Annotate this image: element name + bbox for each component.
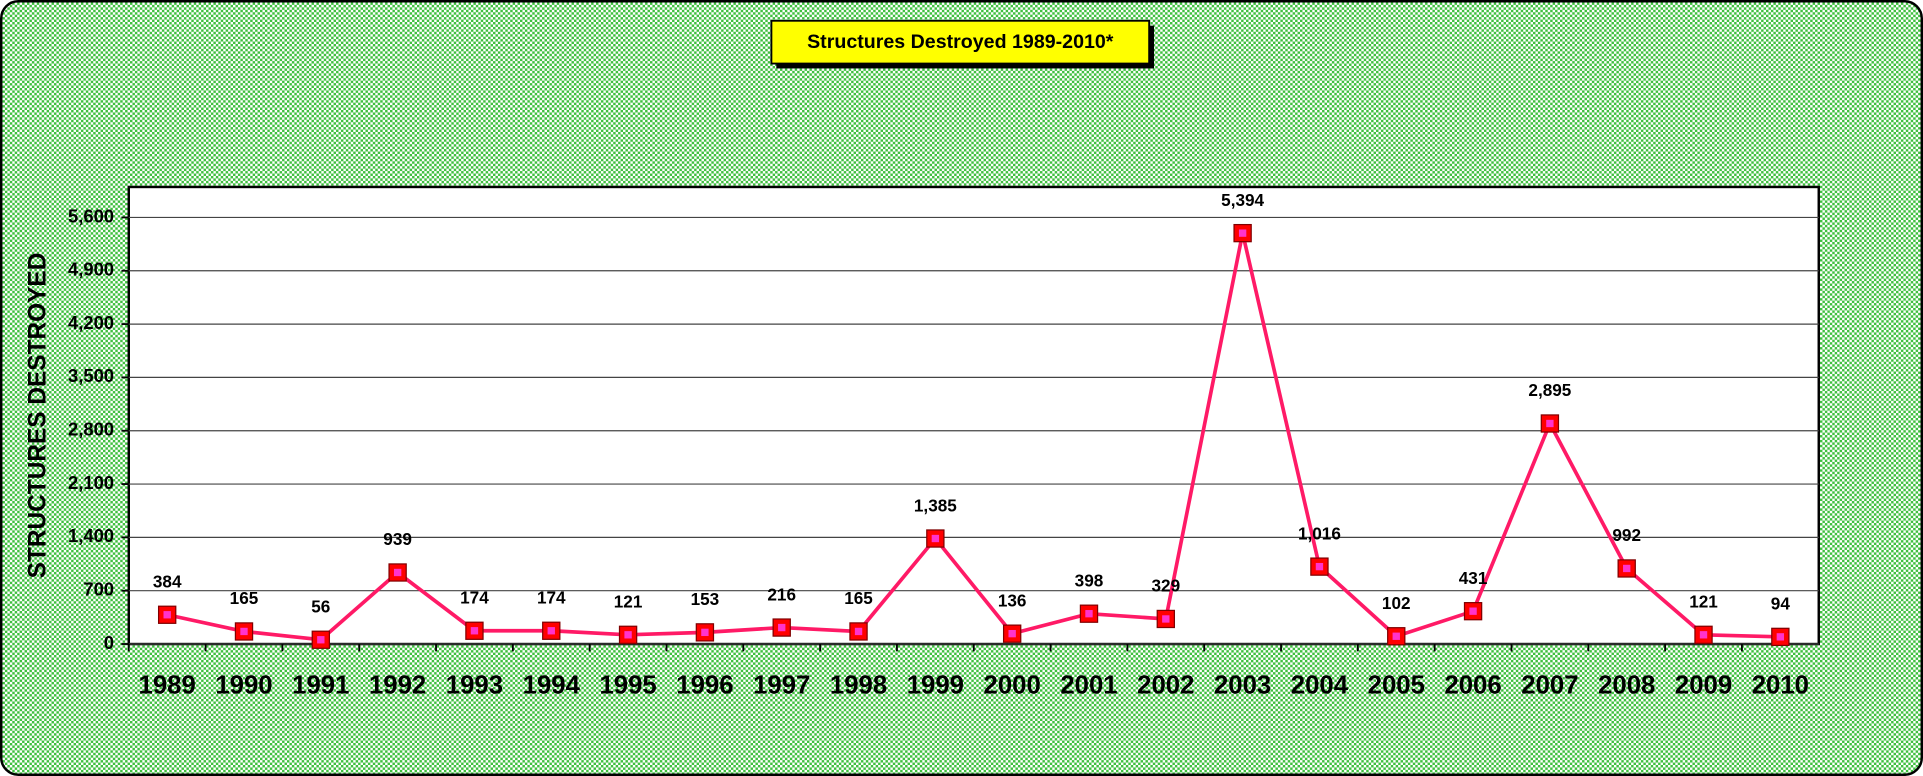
data-marker-center: [701, 628, 709, 637]
x-tick-label: 1999: [907, 672, 964, 700]
data-marker-center: [778, 623, 786, 632]
data-marker-center: [317, 636, 325, 644]
data-marker-center: [1162, 615, 1170, 623]
data-label: 329: [1151, 576, 1180, 596]
data-label: 939: [383, 529, 412, 549]
data-marker-center: [163, 611, 171, 619]
x-tick-label: 1989: [139, 672, 196, 700]
data-marker-center: [1392, 632, 1400, 640]
x-tick-label: 2009: [1675, 672, 1732, 700]
data-marker-center: [854, 627, 863, 636]
x-tick-label: 2010: [1752, 672, 1809, 700]
data-marker-center: [1546, 419, 1554, 428]
y-tick-label: 3,500: [68, 365, 114, 386]
x-tick-label: 1993: [446, 672, 503, 700]
x-tick-label: 2008: [1598, 672, 1655, 700]
data-label: 384: [153, 572, 182, 592]
data-marker-center: [1776, 633, 1785, 641]
x-tick-label: 2005: [1368, 672, 1425, 700]
y-tick-label: 5,600: [68, 205, 114, 226]
x-tick-label: 2007: [1521, 672, 1578, 700]
data-label: 174: [537, 588, 566, 608]
data-label: 165: [230, 588, 259, 608]
data-marker-center: [1238, 229, 1247, 237]
y-tick-label: 700: [83, 579, 114, 600]
data-label: 1,016: [1298, 523, 1341, 543]
data-label: 165: [844, 588, 873, 608]
chart-title: Structures Destroyed 1989-2010*: [807, 31, 1114, 53]
data-marker-center: [1623, 564, 1631, 573]
data-marker-center: [240, 627, 248, 636]
data-marker-center: [470, 627, 479, 635]
data-label: 153: [691, 589, 720, 609]
x-tick-label: 1996: [676, 672, 733, 700]
title-box: [770, 19, 1151, 65]
y-tick-label: 2,800: [68, 419, 114, 440]
x-tick-label: 1990: [215, 672, 272, 700]
x-tick-label: 2004: [1291, 672, 1349, 700]
data-label: 102: [1382, 593, 1411, 613]
data-label: 136: [998, 590, 1027, 610]
data-marker-center: [1315, 562, 1324, 571]
y-tick-label: 0: [104, 632, 114, 653]
data-label: 2,895: [1528, 380, 1571, 400]
x-tick-label: 1992: [369, 672, 426, 700]
data-label: 5,394: [1221, 190, 1264, 210]
data-line: [166, 232, 1781, 642]
x-tick-label: 2006: [1444, 672, 1501, 700]
x-tick-label: 1991: [292, 672, 349, 700]
x-tick-label: 1995: [599, 672, 656, 700]
data-label: 174: [460, 588, 489, 608]
data-marker-center: [1699, 631, 1708, 639]
x-tick-label: 1998: [830, 672, 887, 700]
plot-area: [127, 185, 1820, 646]
data-marker-center: [1008, 629, 1016, 638]
data-label: 431: [1459, 568, 1488, 588]
x-tick-label: 2001: [1060, 672, 1117, 700]
y-tick-label: 4,200: [68, 312, 114, 333]
data-label: 398: [1075, 570, 1104, 590]
data-marker-center: [931, 534, 940, 543]
y-tick-label: 2,100: [68, 472, 114, 493]
y-axis-label: STRUCTURES DESTROYED: [25, 253, 52, 579]
data-label: 121: [1689, 592, 1718, 612]
data-label: 216: [767, 584, 796, 604]
x-tick-label: 2003: [1214, 672, 1271, 700]
x-tick-label: 1997: [753, 672, 810, 700]
data-label: 94: [1771, 594, 1791, 614]
data-label: 56: [311, 597, 330, 617]
data-label: 992: [1612, 525, 1641, 545]
data-label: 121: [614, 592, 643, 612]
data-marker-center: [624, 631, 632, 639]
data-marker-center: [393, 568, 402, 577]
data-marker-center: [547, 627, 555, 635]
data-label: 1,385: [914, 495, 957, 515]
x-tick-label: 1994: [523, 672, 581, 700]
data-marker-center: [1085, 610, 1093, 618]
x-tick-label: 2002: [1137, 672, 1194, 700]
y-tick-label: 4,900: [68, 259, 114, 280]
y-tick-label: 1,400: [68, 525, 114, 546]
x-tick-label: 2000: [984, 672, 1041, 700]
data-marker-center: [1469, 607, 1477, 615]
